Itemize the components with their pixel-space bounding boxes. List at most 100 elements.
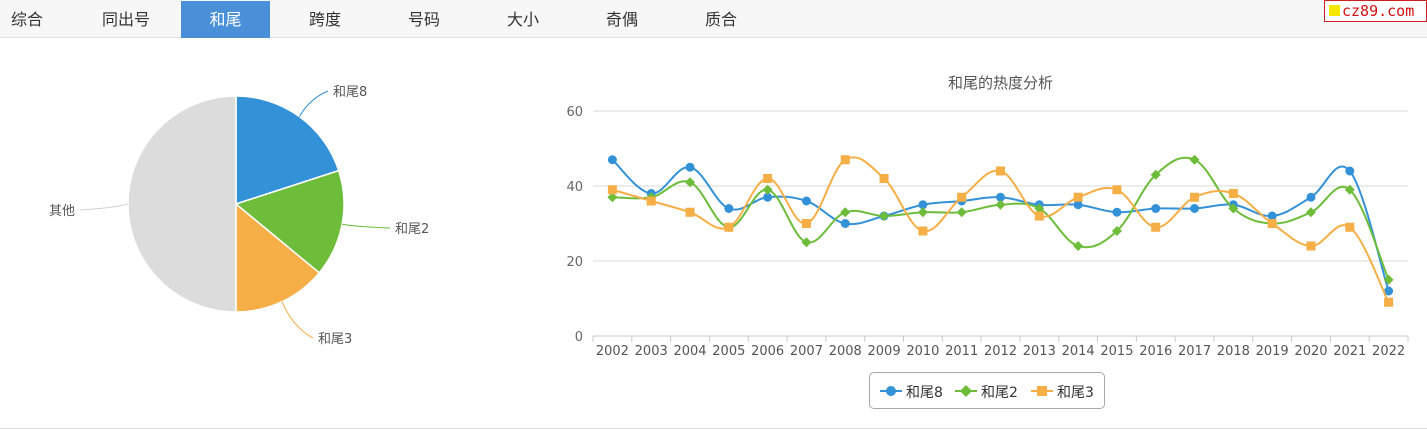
y-tick-label: 20 (566, 255, 583, 270)
legend-label: 和尾8 (906, 385, 943, 401)
data-point[interactable] (1151, 204, 1161, 213)
data-point[interactable] (1345, 166, 1355, 176)
legend-label: 和尾2 (981, 385, 1018, 401)
x-tick-label: 2007 (790, 344, 823, 359)
data-point[interactable] (1150, 169, 1161, 180)
pie-slice-0[interactable] (235, 95, 340, 206)
data-point[interactable] (1151, 222, 1161, 232)
data-point[interactable] (1344, 184, 1355, 195)
data-point[interactable] (1034, 211, 1044, 221)
tab-daxiao[interactable]: 大小 (506, 10, 539, 29)
data-point[interactable] (763, 174, 773, 183)
pie-slice-3[interactable] (127, 95, 237, 313)
data-point[interactable] (685, 207, 695, 217)
data-point[interactable] (1306, 241, 1316, 251)
data-point[interactable] (1190, 192, 1200, 202)
data-point[interactable] (1073, 200, 1083, 210)
data-point[interactable] (685, 177, 696, 188)
data-point[interactable] (763, 192, 773, 202)
data-point[interactable] (917, 207, 928, 218)
data-point[interactable] (1034, 203, 1045, 214)
data-point[interactable] (879, 174, 889, 183)
x-tick-label: 2022 (1372, 344, 1405, 359)
data-point[interactable] (995, 199, 1006, 210)
data-point[interactable] (607, 155, 617, 165)
brand-logo[interactable]: cz89.com (1324, 0, 1427, 22)
data-point[interactable] (996, 166, 1005, 176)
x-tick-label: 2015 (1100, 344, 1133, 359)
tab-haoma[interactable]: 号码 (407, 10, 440, 29)
data-point[interactable] (1384, 286, 1394, 296)
data-point[interactable] (607, 192, 618, 203)
data-point[interactable] (879, 211, 890, 221)
data-point[interactable] (762, 184, 773, 195)
data-point[interactable] (918, 200, 928, 210)
brand-text: cz89.com (1342, 2, 1415, 20)
data-point[interactable] (1384, 297, 1394, 307)
y-tick-label: 60 (566, 105, 583, 120)
x-tick-label: 2016 (1139, 344, 1172, 359)
data-point[interactable] (1305, 207, 1316, 218)
data-point[interactable] (1383, 274, 1394, 285)
data-point[interactable] (724, 222, 734, 232)
tab-jiou[interactable]: 奇偶 (605, 10, 638, 29)
data-point[interactable] (996, 192, 1005, 202)
data-point[interactable] (801, 219, 811, 228)
x-tick-label: 2012 (984, 344, 1017, 359)
legend-label: 和尾3 (1057, 385, 1094, 401)
line-chart: 和尾的热度分析 0 20 40 60 2002 2003 2004 2005 2006 2007 20… (566, 74, 1409, 359)
tab-zonghe[interactable]: 综合 (10, 10, 43, 29)
data-point[interactable] (840, 207, 851, 218)
y-tick-label: 40 (566, 180, 583, 195)
data-point[interactable] (840, 219, 850, 228)
data-point[interactable] (956, 207, 967, 218)
data-point[interactable] (957, 192, 967, 202)
data-point[interactable] (607, 185, 617, 195)
pie-leader-line (281, 301, 314, 339)
data-point[interactable] (1073, 192, 1083, 202)
tab-tongchuhao[interactable]: 同出号 (101, 10, 150, 29)
data-point[interactable] (1267, 211, 1277, 221)
data-point[interactable] (801, 237, 812, 248)
data-point[interactable] (1112, 185, 1122, 195)
data-point[interactable] (1306, 192, 1316, 202)
pie-chart: 和尾8 和尾2 和尾3 其他 (49, 85, 429, 347)
pie-slice-1[interactable] (234, 169, 345, 274)
x-tick-label: 2009 (868, 344, 901, 359)
x-tick-label: 2014 (1062, 344, 1095, 359)
x-tick-label: 2017 (1178, 344, 1211, 359)
x-tick-label: 2010 (906, 344, 939, 359)
data-point[interactable] (1345, 222, 1355, 232)
data-point[interactable] (1267, 219, 1277, 228)
pie-label: 其他 (49, 204, 75, 219)
pie-label: 和尾8 (333, 85, 367, 100)
data-point[interactable] (1228, 189, 1238, 198)
tab-zhihe[interactable]: 质合 (704, 10, 737, 29)
data-point[interactable] (1189, 154, 1200, 165)
legend-item-he2[interactable]: 和尾2 (955, 373, 1025, 408)
tab-bar: 综合 同出号 和尾 跨度 号码 大小 奇偶 质合 cz89.com (0, 0, 1427, 38)
pie-slice-2[interactable] (235, 202, 321, 313)
x-tick-label: 2011 (945, 344, 978, 359)
data-point[interactable] (801, 196, 811, 206)
data-point[interactable] (1228, 203, 1239, 214)
x-tick-label: 2018 (1217, 344, 1250, 359)
data-point[interactable] (840, 155, 850, 165)
tab-kuadu[interactable]: 跨度 (308, 10, 341, 29)
data-point[interactable] (1112, 207, 1122, 217)
data-point[interactable] (918, 226, 928, 236)
data-point[interactable] (646, 196, 656, 206)
data-point[interactable] (685, 162, 695, 172)
x-tick-label: 2003 (635, 344, 668, 359)
data-point[interactable] (724, 204, 734, 213)
legend-item-he8[interactable]: 和尾8 (880, 373, 950, 408)
data-point[interactable] (1111, 226, 1122, 236)
data-point[interactable] (1073, 241, 1084, 251)
tab-hewei[interactable]: 和尾 (181, 1, 270, 38)
legend-item-he3[interactable]: 和尾3 (1031, 373, 1101, 408)
pie-label: 和尾3 (318, 332, 352, 347)
data-point[interactable] (1190, 204, 1200, 213)
bottom-divider (0, 428, 1427, 429)
x-tick-label: 2008 (829, 344, 862, 359)
y-tick-label: 0 (575, 330, 583, 345)
